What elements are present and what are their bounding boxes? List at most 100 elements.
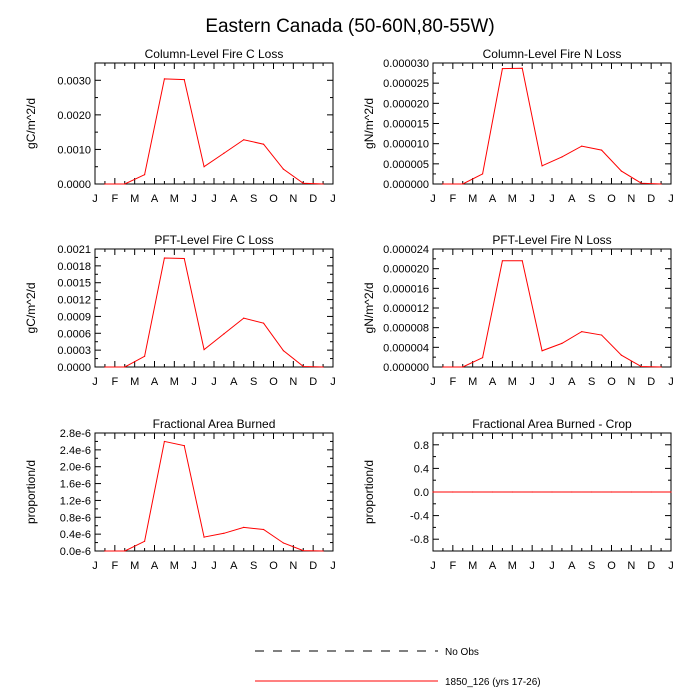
x-tick-label: A xyxy=(151,193,159,205)
x-tick-label: N xyxy=(289,193,297,205)
data-point xyxy=(322,550,324,552)
x-tick-label: J xyxy=(668,376,674,388)
x-tick-label: J xyxy=(430,560,436,572)
x-tick-label: S xyxy=(588,193,595,205)
y-tick-label: 2.4e-6 xyxy=(60,445,91,457)
x-tick-label: A xyxy=(568,376,576,388)
legend-label: 1850_126 (yrs 17-26) xyxy=(445,677,541,688)
x-tick-label: O xyxy=(269,193,278,205)
data-point xyxy=(541,165,543,167)
y-tick-label: 0.0020 xyxy=(57,110,91,122)
data-point xyxy=(521,260,523,262)
x-tick-label: J xyxy=(549,560,555,572)
y-tick-label: 0.0015 xyxy=(57,278,91,290)
legend-label: No Obs xyxy=(445,647,479,658)
data-point xyxy=(262,322,265,324)
data-point xyxy=(203,536,205,538)
y-tick-label: 0.0e-6 xyxy=(60,546,91,558)
x-tick-label: O xyxy=(607,560,616,572)
data-point xyxy=(462,183,464,185)
x-tick-label: J xyxy=(330,560,336,572)
legend-entry-1: No Obs xyxy=(255,647,479,658)
data-point xyxy=(610,491,613,493)
x-tick-label: O xyxy=(607,193,616,205)
plot-frame xyxy=(94,248,334,368)
x-tick-label: N xyxy=(289,376,297,388)
data-point xyxy=(124,366,126,368)
y-tick-label: 1.6e-6 xyxy=(60,479,91,491)
x-tick-label: M xyxy=(468,376,477,388)
y-tick-label: 0.0010 xyxy=(57,144,91,156)
x-tick-label: N xyxy=(289,560,297,572)
x-tick-label: S xyxy=(588,560,595,572)
y-tick-label: 0.0003 xyxy=(57,345,91,357)
x-tick-label: J xyxy=(211,376,217,388)
x-tick-label: M xyxy=(170,193,179,205)
y-axis-label: proportion/d xyxy=(362,460,376,524)
x-tick-label: J xyxy=(549,376,555,388)
plot-frame xyxy=(94,432,334,552)
x-tick-label: J xyxy=(529,193,535,205)
chart-panel-3: PFT-Level Fire C Loss gC/m^2/d 0.0000 0.000… xyxy=(24,233,336,388)
legend: No Obs 1850_126 (yrs 17-26) xyxy=(255,647,541,688)
x-tick-label: M xyxy=(130,560,139,572)
y-axis-label: gN/m^2/d xyxy=(362,98,376,149)
data-point xyxy=(282,350,285,352)
y-tick-label: 0.0021 xyxy=(57,244,91,256)
data-point xyxy=(511,491,513,493)
chart-panel-4: PFT-Level Fire N Loss gN/m^2/d 0.000000 0.0… xyxy=(362,233,674,388)
data-point xyxy=(640,182,642,184)
x-tick-label: J xyxy=(330,376,336,388)
data-point xyxy=(203,348,205,351)
y-tick-label: 0.000030 xyxy=(383,58,429,70)
x-tick-label: A xyxy=(230,560,238,572)
x-tick-label: F xyxy=(111,376,118,388)
data-point xyxy=(650,491,652,493)
y-tick-label: -0.4 xyxy=(410,511,429,523)
data-point xyxy=(243,317,245,319)
data-point xyxy=(670,491,672,493)
data-point xyxy=(600,334,603,336)
y-tick-label: 0.0009 xyxy=(57,311,91,323)
y-tick-label: 0.000015 xyxy=(383,119,429,131)
data-point xyxy=(143,355,146,357)
x-tick-label: J xyxy=(330,193,336,205)
y-tick-label: 0.000010 xyxy=(383,139,429,151)
data-point xyxy=(591,491,593,493)
x-tick-label: A xyxy=(568,193,576,205)
x-tick-label: J xyxy=(191,376,197,388)
data-point xyxy=(571,491,573,493)
x-tick-label: M xyxy=(170,560,179,572)
data-point xyxy=(302,365,304,368)
x-tick-label: M xyxy=(508,193,517,205)
y-tick-label: 0.8e-6 xyxy=(60,512,91,524)
data-point xyxy=(521,67,523,69)
series-line xyxy=(104,78,324,185)
panels: Column-Level Fire C Loss gC/m^2/d 0.0000 0.… xyxy=(24,47,674,572)
plot-frame xyxy=(94,62,334,185)
panel-title: PFT-Level Fire N Loss xyxy=(492,233,611,247)
x-tick-label: J xyxy=(211,560,217,572)
x-tick-label: J xyxy=(430,376,436,388)
data-point xyxy=(472,491,474,493)
x-tick-label: F xyxy=(111,560,118,572)
x-tick-label: A xyxy=(151,376,159,388)
x-tick-label: N xyxy=(627,376,635,388)
y-tick-label: 0.000024 xyxy=(383,244,429,256)
x-tick-label: J xyxy=(549,193,555,205)
x-tick-label: A xyxy=(230,193,238,205)
data-point xyxy=(124,550,126,552)
data-point xyxy=(104,550,106,552)
data-point xyxy=(481,357,484,359)
x-tick-label: S xyxy=(250,376,257,388)
panel-title: PFT-Level Fire C Loss xyxy=(154,233,273,247)
data-point xyxy=(262,528,265,531)
series-line xyxy=(104,440,324,552)
y-axis-label: gN/m^2/d xyxy=(362,283,376,334)
x-tick-label: A xyxy=(230,376,238,388)
y-tick-label: 0.000012 xyxy=(383,303,429,315)
x-tick-label: N xyxy=(627,560,635,572)
y-tick-label: 0.4 xyxy=(414,463,429,475)
data-point xyxy=(481,173,484,175)
data-point xyxy=(143,174,146,176)
